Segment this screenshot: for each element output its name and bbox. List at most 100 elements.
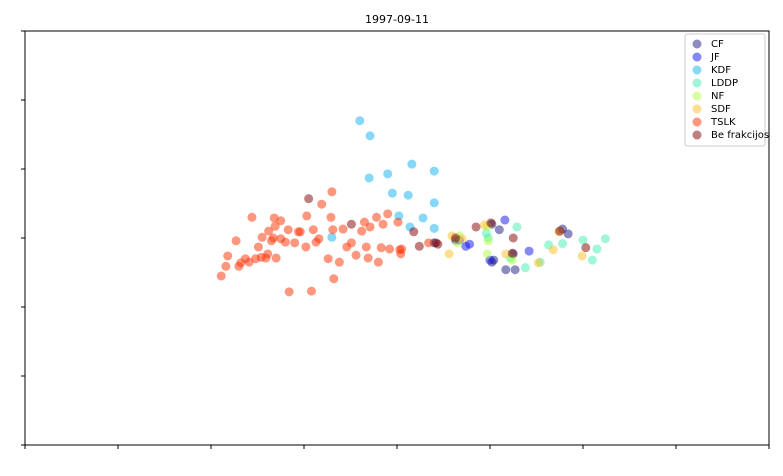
point [276,216,286,226]
point [346,219,356,229]
point [414,241,424,251]
point [363,253,373,263]
point [507,248,517,258]
point [383,169,393,179]
point [403,190,413,200]
point [247,212,257,222]
legend-label: Be frakcijos [711,130,769,141]
point [346,238,356,248]
plot-frame [24,30,770,446]
point [578,235,588,245]
point [304,194,314,204]
legend-label: KDF [711,65,731,76]
point [308,225,318,235]
point [500,215,510,225]
point [221,261,231,271]
point [317,199,327,209]
point [520,263,530,273]
point [376,243,386,253]
point [494,225,504,235]
point [508,233,518,243]
point [533,258,543,268]
point [270,221,280,231]
point [457,234,467,244]
point [329,274,339,284]
point [263,249,273,259]
point [451,233,461,243]
point [387,188,397,198]
point [486,218,496,228]
legend-label: CF [711,39,724,50]
point [231,236,241,246]
point [280,237,290,247]
point [581,243,591,253]
point [507,255,517,265]
legend-marker [692,91,702,101]
point [397,244,407,254]
point [295,227,305,237]
point [378,219,388,229]
point [524,246,534,256]
point [407,159,417,169]
point [257,232,267,242]
point [510,265,520,275]
legend-label: TSLK [710,117,736,128]
point [326,212,336,222]
point [501,249,511,259]
point [328,225,338,235]
point [465,239,475,249]
point [361,242,371,252]
legend-label: SDF [711,104,731,115]
point [429,198,439,208]
point [338,224,348,234]
point [264,226,274,236]
point [600,234,610,244]
point [418,213,428,223]
point [365,222,375,232]
point [302,211,312,221]
legend-marker [692,130,702,140]
point [482,249,492,259]
point [372,212,382,222]
point [327,232,337,242]
point [592,244,602,254]
point [355,116,365,126]
legend-marker [692,39,702,49]
legend-marker [692,104,702,114]
point [548,245,558,255]
point [424,238,434,248]
point [334,257,344,267]
point [351,250,361,260]
point [271,253,281,263]
point [429,166,439,176]
point [216,271,226,281]
point [223,251,233,261]
legend-box [684,33,766,147]
point [409,227,419,237]
point [393,217,403,227]
point [587,255,597,265]
point [290,238,300,248]
point [429,223,439,233]
point [444,249,454,259]
point [512,222,522,232]
legend-label: JF [710,52,720,63]
point [357,226,367,236]
point [577,251,587,261]
legend-label: NF [711,91,724,102]
point [253,242,263,252]
point [301,242,311,252]
point [433,239,443,249]
point [327,187,337,197]
point [558,239,568,249]
point [563,229,573,239]
point [323,254,333,264]
legend-marker [692,117,702,127]
legend-marker [692,78,702,88]
point [283,225,293,235]
point [373,257,383,267]
point [385,244,395,254]
point [483,236,493,246]
